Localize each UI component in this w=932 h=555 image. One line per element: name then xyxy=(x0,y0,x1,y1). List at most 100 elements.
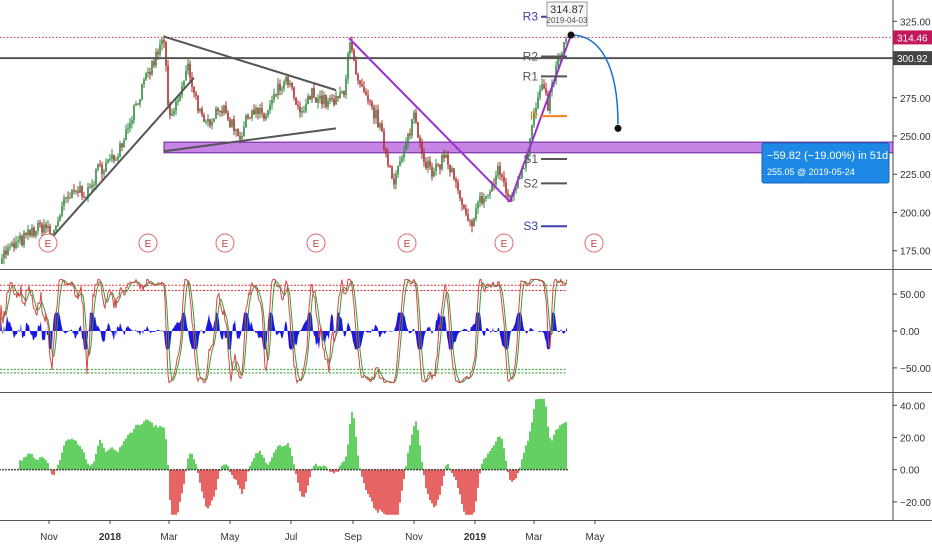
momentum-bar xyxy=(441,469,443,487)
candle xyxy=(425,161,427,169)
zero-dot xyxy=(263,468,265,471)
momentum-bar xyxy=(27,453,29,470)
candle xyxy=(253,110,255,115)
x-tick-label: Sep xyxy=(344,532,362,543)
candle xyxy=(525,160,527,168)
candle xyxy=(399,161,401,166)
momentum-bar xyxy=(465,469,467,515)
zero-dot xyxy=(38,468,40,471)
momentum-bar xyxy=(437,469,439,500)
zero-dot xyxy=(116,468,118,471)
momentum-bar xyxy=(253,458,255,470)
momentum-bar xyxy=(383,469,385,514)
momentum-bar xyxy=(53,469,55,476)
candle xyxy=(207,119,209,122)
momentum-bar xyxy=(33,457,35,470)
candle xyxy=(413,112,415,120)
earnings-label: E xyxy=(501,239,508,250)
earnings-label: E xyxy=(145,239,152,250)
zero-dot xyxy=(107,468,109,471)
zero-dot xyxy=(68,468,70,471)
zero-dot xyxy=(110,468,112,471)
projection-box xyxy=(761,142,890,184)
zero-dot xyxy=(62,468,64,471)
candle xyxy=(141,84,143,100)
momentum-bar xyxy=(533,408,535,470)
candle xyxy=(23,232,25,246)
candle xyxy=(363,86,365,92)
reference-price-tag xyxy=(893,51,932,66)
momentum-bar xyxy=(207,469,209,509)
momentum-bar xyxy=(467,469,469,515)
momentum-bar xyxy=(101,443,103,470)
momentum-bar xyxy=(129,432,131,470)
momentum-bar xyxy=(121,445,123,470)
momentum-bar xyxy=(29,453,31,470)
momentum-bar xyxy=(233,469,235,479)
momentum-bar xyxy=(341,462,343,470)
earnings-marker xyxy=(306,233,326,253)
reference-price-tag-text: 300.92 xyxy=(897,54,928,65)
candle xyxy=(15,241,17,248)
candle xyxy=(295,97,297,105)
momentum-bar xyxy=(377,469,379,513)
momentum-bar xyxy=(189,453,191,470)
zero-dot xyxy=(539,468,541,471)
x-tick-label: May xyxy=(221,532,240,543)
candle xyxy=(491,183,493,192)
y-tick-label: 0.00 xyxy=(900,327,920,338)
momentum-bar xyxy=(37,459,39,470)
candle xyxy=(517,178,519,189)
momentum-bar xyxy=(487,453,489,470)
momentum-bar xyxy=(505,460,507,470)
candle xyxy=(133,105,135,121)
zero-dot xyxy=(422,468,424,471)
zero-dot xyxy=(302,468,304,471)
momentum-bar xyxy=(89,465,91,470)
candle xyxy=(163,39,165,43)
momentum-bar xyxy=(321,466,323,470)
candle xyxy=(509,195,511,197)
candle xyxy=(275,93,277,96)
candle xyxy=(423,153,425,162)
momentum-bar xyxy=(537,398,539,470)
momentum-bar xyxy=(71,438,73,470)
zero-dot xyxy=(491,468,493,471)
zero-dot xyxy=(329,468,331,471)
candle xyxy=(197,95,199,112)
earnings-marker xyxy=(494,233,514,253)
candle xyxy=(169,104,171,116)
momentum-bar xyxy=(429,469,431,501)
candle xyxy=(219,110,221,112)
momentum-bar xyxy=(273,452,275,470)
momentum-bar xyxy=(367,469,369,494)
oscillator-histogram xyxy=(0,312,567,350)
candle xyxy=(469,220,471,222)
candle xyxy=(19,235,21,241)
momentum-bar xyxy=(35,459,37,470)
candle xyxy=(121,143,123,148)
zero-dot xyxy=(476,468,478,471)
zero-dot xyxy=(470,468,472,471)
candle xyxy=(27,229,29,235)
zero-dot xyxy=(44,468,46,471)
candle xyxy=(541,84,543,90)
candle xyxy=(471,221,473,227)
momentum-bar xyxy=(109,448,111,470)
candle xyxy=(131,120,133,124)
y-tick-label: 175.00 xyxy=(900,247,931,258)
zero-dot xyxy=(497,468,499,471)
momentum-bar xyxy=(149,421,151,470)
zero-dot xyxy=(5,468,7,471)
momentum-bar xyxy=(545,406,547,470)
candle xyxy=(231,119,233,127)
candle xyxy=(209,119,211,126)
candle xyxy=(211,121,213,126)
candle xyxy=(111,155,113,160)
zero-dot xyxy=(92,468,94,471)
zero-dot xyxy=(191,468,193,471)
zero-dot xyxy=(221,468,223,471)
peak-callout-box xyxy=(546,1,588,27)
